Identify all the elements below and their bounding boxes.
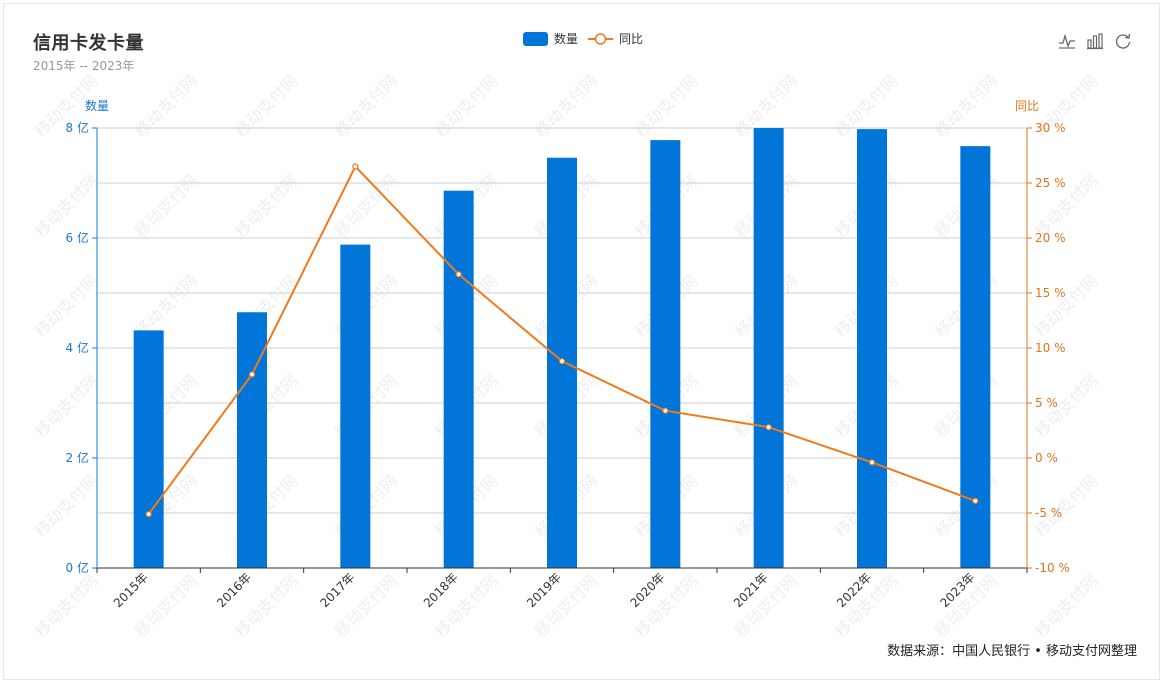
legend-line-swatch [588, 32, 614, 45]
legend-item-bar[interactable]: 数量 [523, 30, 578, 47]
y-right-tick-label: 0 % [1035, 451, 1058, 465]
bar-2015年[interactable] [133, 330, 164, 568]
y-left-tick-label: 4 亿 [66, 340, 89, 355]
bar-2017年[interactable] [340, 244, 371, 568]
y-right-axis-name: 同比 [1015, 99, 1039, 113]
yoy-point-2016年[interactable] [248, 371, 256, 378]
data-source-note: 数据来源：中国人民银行 • 移动支付网整理 [887, 644, 1137, 659]
chart-title: 信用卡发卡量 [33, 33, 144, 54]
line-chart-icon[interactable] [1058, 32, 1076, 50]
y-right-tick-label: 15 % [1035, 286, 1066, 300]
line-series [145, 163, 979, 518]
toolbox [1058, 32, 1132, 50]
legend-item-line[interactable]: 同比 [588, 30, 643, 47]
legend-label-line: 同比 [619, 32, 644, 46]
watermark-text: 移动支付网 [131, 171, 201, 241]
bar-2023年[interactable] [960, 146, 991, 568]
watermark-text: 移动支付网 [931, 71, 1001, 141]
y-left-tick-label: 8 亿 [66, 120, 89, 135]
y-right-tick-label: -5 % [1035, 506, 1062, 520]
y-left-axis-name: 数量 [85, 98, 109, 113]
yoy-point-2020年[interactable] [662, 407, 669, 414]
x-tick-label: 2016年 [214, 570, 254, 610]
watermark-text: 移动支付网 [31, 371, 101, 441]
yoy-point-2017年[interactable] [352, 163, 359, 170]
y-right-tick-label: 10 % [1035, 341, 1066, 355]
y-right-tick-label: 5 % [1035, 396, 1058, 410]
yoy-point-2023年[interactable] [972, 497, 979, 504]
legend: 数量 同比 [523, 30, 653, 47]
y-right-tick-label: 25 % [1035, 176, 1066, 190]
y-left-tick-label: 6 亿 [66, 230, 89, 245]
watermark-text: 移动支付网 [231, 171, 301, 241]
y-left-tick-label: 0 亿 [66, 560, 89, 575]
bar-2022年[interactable] [857, 129, 887, 568]
bar-2018年[interactable] [443, 190, 474, 568]
watermark-text: 移动支付网 [331, 171, 401, 241]
watermark-text: 移动支付网 [431, 71, 501, 141]
yoy-point-2021年[interactable] [765, 424, 772, 431]
watermark-text: 移动支付网 [1031, 271, 1101, 341]
chart-subtitle: 2015年 -- 2023年 [33, 59, 135, 73]
yoy-point-2018年[interactable] [455, 271, 462, 278]
bar-chart-icon[interactable] [1086, 32, 1104, 50]
legend-bar-swatch [523, 31, 548, 46]
watermark-text: 移动支付网 [531, 71, 601, 141]
watermark-text: 移动支付网 [631, 71, 701, 141]
watermark-text: 移动支付网 [231, 71, 301, 141]
watermark-text: 移动支付网 [31, 471, 101, 541]
y-right-tick-label: -10 % [1035, 561, 1070, 575]
legend-label-bar: 数量 [554, 32, 579, 46]
restore-icon[interactable] [1114, 32, 1132, 50]
watermark-text: 移动支付网 [31, 271, 101, 341]
y-left-tick-label: 2 亿 [66, 450, 89, 465]
watermark-text: 移动支付网 [131, 71, 201, 141]
yoy-point-2019年[interactable] [558, 358, 566, 365]
yoy-point-2022年[interactable] [868, 459, 876, 466]
watermark-text: 移动支付网 [1031, 571, 1101, 641]
watermark-text: 移动支付网 [31, 571, 101, 641]
bar-2020年[interactable] [650, 140, 681, 568]
y-right-tick-label: 30 % [1035, 121, 1066, 135]
x-tick-label: 2015年 [111, 570, 151, 610]
y-right-tick-label: 20 % [1035, 231, 1066, 245]
bar-2016年[interactable] [237, 312, 267, 568]
x-tick-label: 2017年 [317, 570, 357, 610]
bar-2021年[interactable] [753, 128, 784, 568]
watermark-text: 移动支付网 [331, 71, 401, 141]
bar-series [133, 128, 991, 568]
yoy-point-2015年[interactable] [145, 510, 152, 518]
watermark-text: 移动支付网 [631, 571, 701, 641]
